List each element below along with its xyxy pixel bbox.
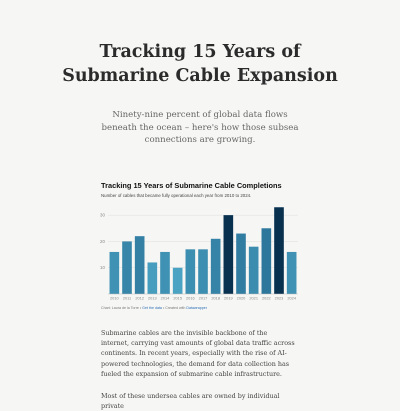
x-tick-label: 2019 — [224, 296, 233, 301]
body-paragraph: Submarine cables are the invisible backb… — [101, 329, 295, 378]
x-tick-label: 2010 — [110, 296, 119, 301]
bar — [248, 246, 259, 294]
credit-mid: • Created with — [162, 306, 186, 310]
bar — [210, 238, 221, 294]
x-tick-label: 2011 — [123, 296, 131, 301]
x-tick-label: 2024 — [287, 296, 296, 301]
x-tick-label: 2023 — [275, 296, 284, 301]
bar — [147, 262, 158, 294]
bar — [172, 267, 183, 294]
x-tick-label: 2021 — [249, 296, 258, 301]
bar — [134, 236, 145, 294]
bar — [236, 233, 246, 294]
bar — [109, 251, 120, 294]
datawrapper-link[interactable]: Datawrapper — [186, 306, 207, 310]
article-headline: Tracking 15 Years of Submarine Cable Exp… — [62, 42, 338, 86]
credit-prefix: Chart: Laura de la Torre • — [101, 306, 142, 310]
x-tick-label: 2012 — [135, 296, 144, 301]
bar — [160, 251, 170, 294]
get-data-link[interactable]: Get the data — [142, 306, 162, 310]
bar — [198, 249, 208, 294]
y-tick-label: 20 — [100, 239, 105, 244]
chart-subtitle: Number of cables that became fully opera… — [101, 193, 252, 198]
chart-title: Tracking 15 Years of Submarine Cable Com… — [101, 181, 282, 190]
y-tick-label: 30 — [100, 213, 105, 218]
x-tick-label: 2014 — [161, 296, 170, 301]
x-tick-label: 2020 — [237, 296, 246, 301]
body-paragraph: Most of these undersea cables are owned … — [101, 392, 280, 411]
x-tick-label: 2013 — [148, 296, 157, 301]
bar — [185, 249, 196, 294]
bar — [223, 215, 234, 294]
bar — [286, 251, 297, 294]
x-tick-label: 2017 — [199, 296, 208, 301]
bar — [122, 241, 132, 294]
bar — [261, 228, 272, 294]
chart-credit: Chart: Laura de la Torre • Get the data … — [101, 306, 361, 310]
bar — [274, 207, 284, 294]
article-deck: Ninety-nine percent of global data flows… — [101, 110, 299, 145]
x-tick-label: 2022 — [262, 296, 271, 301]
y-tick-label: 10 — [100, 265, 105, 270]
x-tick-label: 2015 — [173, 296, 182, 301]
x-tick-label: 2016 — [186, 296, 195, 301]
x-tick-label: 2018 — [211, 296, 220, 301]
